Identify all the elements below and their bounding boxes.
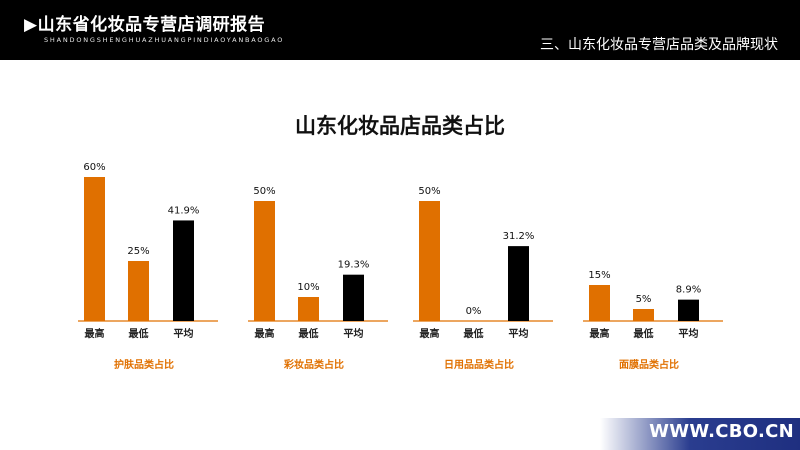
bar-1 — [589, 285, 610, 321]
value-label: 5% — [636, 294, 652, 305]
category-label: 最高 — [255, 327, 275, 340]
category-label: 平均 — [174, 327, 194, 340]
value-label: 25% — [127, 246, 149, 257]
group-label: 彩妆品类占比 — [283, 358, 344, 371]
group-label: 日用品品类占比 — [444, 358, 514, 371]
value-label: 0% — [466, 306, 482, 317]
value-label: 8.9% — [676, 285, 701, 296]
value-label: 19.3% — [338, 260, 370, 271]
report-subtitle: SHANDONGSHENGHUAZHUANGPINDIAOYANBAOGAO — [44, 36, 285, 44]
bar-1 — [419, 201, 440, 321]
value-label: 15% — [588, 270, 610, 281]
website-label: WWW.CBO.CN — [649, 421, 794, 442]
category-label: 最高 — [420, 327, 440, 340]
bar-3 — [343, 274, 364, 321]
category-label: 平均 — [344, 327, 364, 340]
section-title: 三、山东化妆品专营店品类及品牌现状 — [540, 37, 778, 53]
category-label: 平均 — [679, 327, 699, 340]
value-label: 50% — [418, 186, 440, 197]
group-label: 面膜品类占比 — [619, 358, 679, 371]
category-label: 最低 — [129, 327, 149, 340]
category-label: 最低 — [299, 327, 319, 340]
value-label: 60% — [83, 162, 105, 173]
bar-3 — [508, 246, 529, 321]
footer-band — [600, 418, 800, 450]
bar-3 — [678, 299, 699, 321]
bar-3 — [173, 220, 194, 321]
value-label: 41.9% — [168, 205, 200, 216]
category-label: 最高 — [85, 327, 105, 340]
bar-1 — [84, 177, 105, 321]
category-label: 最高 — [590, 327, 610, 340]
bar-1 — [254, 201, 275, 321]
value-label: 31.2% — [503, 231, 535, 242]
header-bar: ▶山东省化妆品专营店调研报告 SHANDONGSHENGHUAZHUANGPIN… — [0, 0, 800, 60]
category-label: 最低 — [464, 327, 484, 340]
bar-2 — [128, 261, 149, 321]
bar-2 — [298, 297, 319, 321]
category-label: 平均 — [509, 327, 529, 340]
chart-title: 山东化妆品店品类占比 — [295, 114, 505, 138]
bar-2 — [633, 309, 654, 321]
value-label: 50% — [253, 186, 275, 197]
category-label: 最低 — [634, 327, 654, 340]
group-label: 护肤品类占比 — [114, 358, 174, 371]
value-label: 10% — [297, 282, 319, 293]
report-title: ▶山东省化妆品专营店调研报告 — [24, 15, 266, 35]
